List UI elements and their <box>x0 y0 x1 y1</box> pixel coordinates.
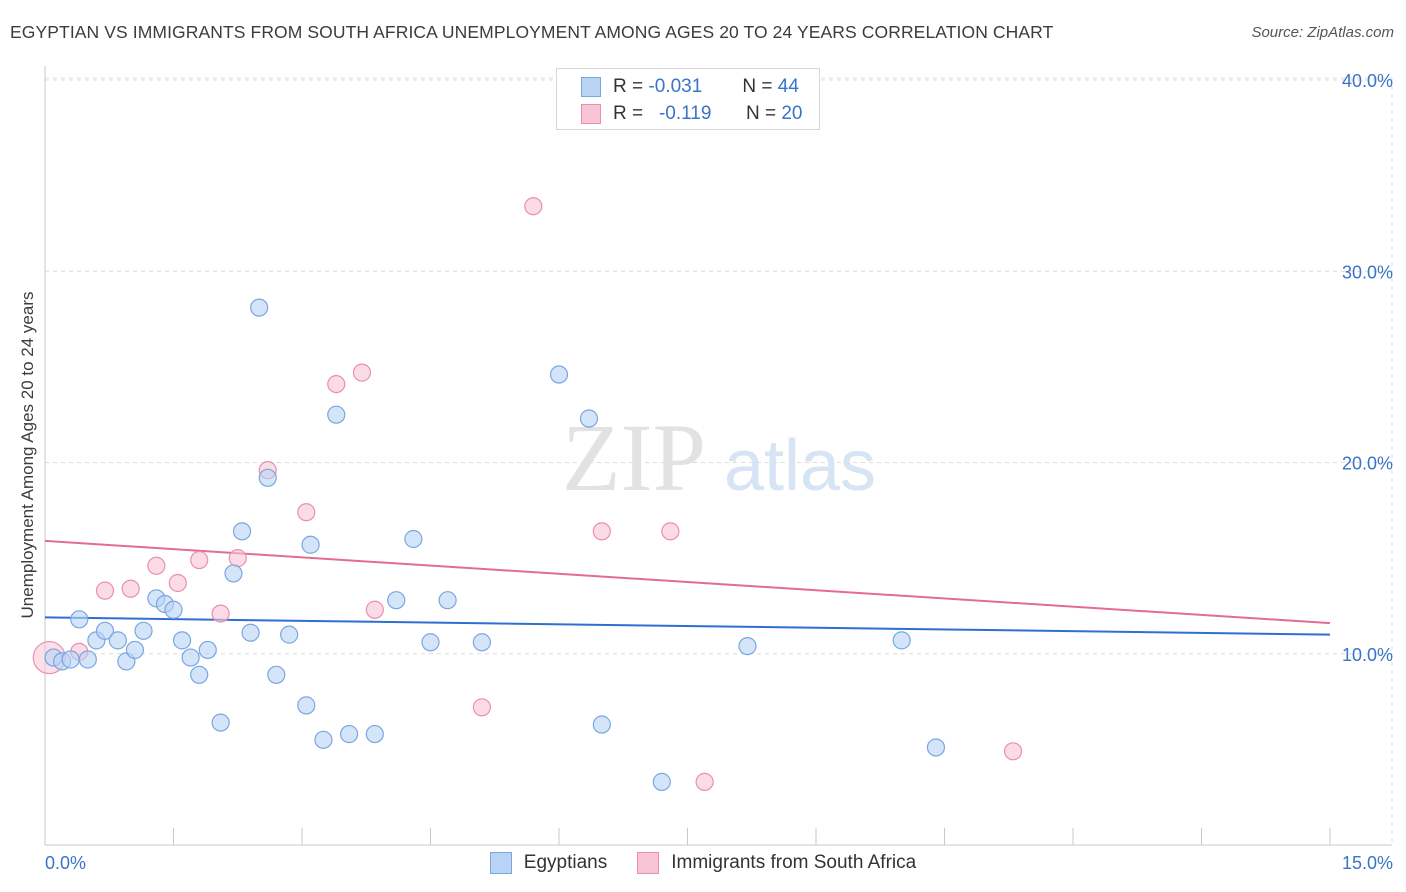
egyptians-point <box>108 631 127 650</box>
y-tick-label: 20.0% <box>1342 454 1393 474</box>
data-points <box>32 197 1023 791</box>
legend-r-value: -0.031 <box>648 76 703 97</box>
egyptians-point <box>164 600 183 619</box>
south-africa-point <box>95 581 115 600</box>
egyptians-point <box>314 730 333 749</box>
egyptians-point <box>172 631 192 650</box>
south-africa-point <box>695 772 714 791</box>
y-tick-label: 30.0% <box>1342 262 1393 282</box>
egyptians-point <box>365 724 384 744</box>
south-africa-point <box>211 604 230 623</box>
source-credit: Source: ZipAtlas.com <box>1251 24 1394 41</box>
egyptians-point <box>297 696 316 715</box>
egyptians-point <box>340 724 359 744</box>
y-tick-label: 40.0% <box>1342 71 1393 91</box>
chart-title: EGYPTIAN VS IMMIGRANTS FROM SOUTH AFRICA… <box>10 22 1054 42</box>
south-africa-point <box>524 197 543 216</box>
egyptians-point <box>232 522 252 541</box>
egyptians-point <box>211 713 230 732</box>
egyptians-point <box>78 650 97 669</box>
south-africa-point <box>661 522 680 541</box>
egyptians-point <box>70 610 89 629</box>
tick-labels: 10.0% 20.0% 30.0% 40.0% 0.0% 15.0% <box>45 71 1393 873</box>
legend-n-value: 20 <box>781 103 803 124</box>
south-africa-point <box>327 374 346 394</box>
egyptians-point <box>579 409 599 428</box>
egyptians-point <box>892 631 911 650</box>
south-africa-point <box>352 363 372 382</box>
egyptians-point <box>280 625 299 644</box>
egyptians-point <box>387 591 406 610</box>
legend-n-value: 44 <box>777 76 799 97</box>
egyptians-point <box>241 623 260 642</box>
y-tick-label: 10.0% <box>1342 645 1393 665</box>
egyptians-point <box>301 535 320 554</box>
south-africa-point <box>365 600 384 619</box>
legend-r-label: R = <box>613 103 644 124</box>
egyptians-point <box>181 648 200 667</box>
series-legend: Egyptians Immigrants from South Africa <box>0 852 1406 874</box>
egyptians-point <box>327 405 346 424</box>
axes <box>44 66 1392 846</box>
egyptians-point <box>926 738 946 757</box>
egyptians-point <box>738 636 757 656</box>
egyptians-point <box>258 468 277 487</box>
watermark-atlas: atlas <box>724 426 876 506</box>
correlation-legend: R = -0.031 N = 44 R = -0.119 N = 20 <box>556 68 820 130</box>
trend-lines <box>44 539 1331 636</box>
egyptians-point <box>95 621 115 640</box>
egyptians-point <box>61 650 80 669</box>
egyptians-point <box>198 640 217 660</box>
egyptians-point <box>438 591 457 610</box>
south-africa-point <box>228 549 247 568</box>
legend-swatch-pink <box>637 852 660 874</box>
legend-n-label: N = <box>745 103 777 124</box>
egyptians-point <box>472 633 491 652</box>
egyptians-trend-line <box>44 616 1331 636</box>
legend-swatch-blue <box>581 77 601 97</box>
egyptians-point <box>652 772 671 791</box>
egyptians-point <box>190 665 209 684</box>
legend-r-label: R = <box>613 76 644 97</box>
south-africa-point <box>297 503 316 522</box>
watermark: ZIP atlas <box>562 404 876 511</box>
x-tick-label: 0.0% <box>45 853 86 873</box>
egyptians-point <box>125 640 145 660</box>
egyptians-point <box>592 715 611 734</box>
egyptians-point <box>250 298 269 317</box>
south-africa-trend-line <box>44 539 1331 625</box>
egyptians-point <box>267 665 286 684</box>
egyptians-point <box>134 621 153 640</box>
south-africa-point <box>1003 742 1023 761</box>
x-tick-label: 15.0% <box>1342 853 1393 873</box>
south-africa-point <box>147 556 166 575</box>
legend-row-egyptians: R = -0.031 N = 44 <box>581 75 799 99</box>
legend-label-egyptians: Egyptians <box>523 852 608 873</box>
legend-n-label: N = <box>742 76 773 97</box>
legend-r-value: -0.119 <box>658 103 712 124</box>
y-axis-label: Unemployment Among Ages 20 to 24 years <box>18 291 37 619</box>
legend-swatch-pink <box>581 104 601 124</box>
south-africa-point <box>592 522 611 541</box>
legend-swatch-blue <box>489 852 512 874</box>
south-africa-point <box>121 579 140 598</box>
grid-lines <box>45 77 1393 845</box>
egyptians-point <box>549 365 569 384</box>
legend-item-south-africa[interactable]: Immigrants from South Africa <box>637 852 916 874</box>
south-africa-point <box>472 698 491 717</box>
legend-item-egyptians[interactable]: Egyptians <box>489 852 608 874</box>
egyptians-point <box>404 529 423 549</box>
egyptians-point <box>224 564 243 583</box>
south-africa-point <box>190 550 209 570</box>
egyptians-point <box>421 633 440 652</box>
south-africa-point <box>168 573 187 593</box>
legend-label-south-africa: Immigrants from South Africa <box>671 852 917 873</box>
legend-row-south-africa: R = -0.119 N = 20 <box>581 102 802 126</box>
